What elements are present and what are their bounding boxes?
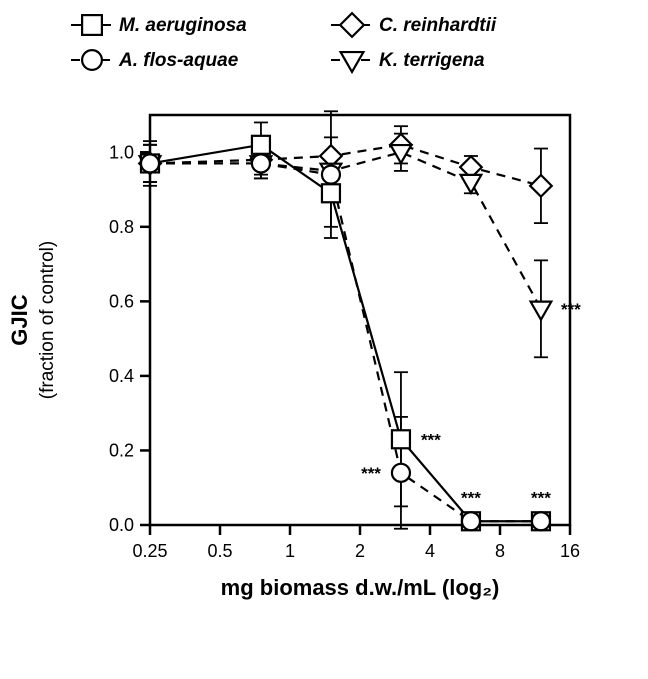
legend-label: C. reinhardtii	[379, 15, 497, 36]
significance-marker: ***	[461, 488, 481, 507]
legend-label: K. terrigena	[379, 50, 485, 71]
marker-s2	[392, 464, 410, 482]
legend-label: A. flos-aquae	[118, 50, 239, 71]
x-tick-label: 8	[495, 541, 505, 561]
marker-s2	[252, 154, 270, 172]
marker-s1	[392, 430, 410, 448]
x-tick-label: 1	[285, 541, 295, 561]
x-tick-label: 0.5	[207, 541, 232, 561]
x-tick-label: 0.25	[132, 541, 167, 561]
y-tick-label: 0.2	[109, 440, 134, 460]
significance-marker: ***	[561, 300, 581, 319]
y-axis-label-main: GJIC	[7, 294, 32, 345]
legend-label: M. aeruginosa	[119, 15, 247, 36]
y-tick-label: 0.0	[109, 515, 134, 535]
marker-s2	[322, 166, 340, 184]
x-tick-label: 2	[355, 541, 365, 561]
x-axis-label: mg biomass d.w./mL (log₂)	[221, 575, 500, 600]
marker-s2	[462, 512, 480, 530]
x-tick-label: 16	[560, 541, 580, 561]
x-tick-label: 4	[425, 541, 435, 561]
y-tick-label: 1.0	[109, 142, 134, 162]
significance-marker: ***	[361, 464, 381, 483]
y-axis-label-sub: (fraction of control)	[37, 241, 58, 399]
marker-s2	[141, 154, 159, 172]
gjic-dose-response-chart: 0.25 0.5 1 2 4 8 16 mg biomass d.w./mL (log₂) 0.…	[0, 0, 648, 679]
marker-s1	[322, 184, 340, 202]
y-tick-label: 0.6	[109, 291, 134, 311]
marker-s2	[532, 512, 550, 530]
significance-marker: ***	[421, 430, 441, 449]
y-tick-label: 0.8	[109, 217, 134, 237]
marker-s1	[252, 136, 270, 154]
significance-marker: ***	[531, 488, 551, 507]
y-tick-label: 0.4	[109, 366, 134, 386]
